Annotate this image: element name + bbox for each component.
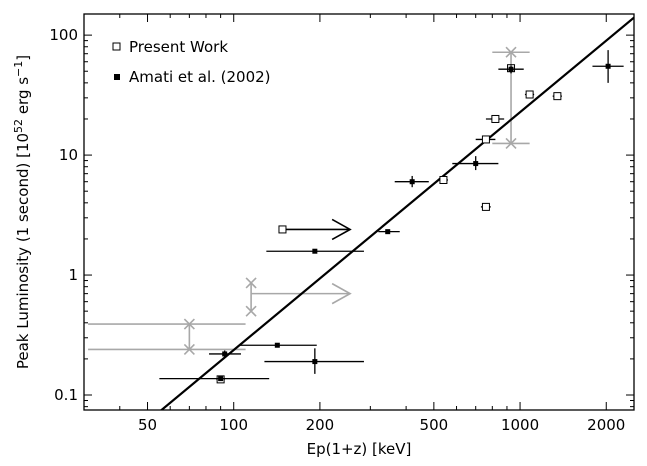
data-points: [159, 50, 624, 384]
point-present-work: [553, 92, 562, 101]
point-present-work: [278, 225, 287, 234]
black-limits: [282, 218, 352, 241]
legend: Present Work Amati et al. (2002): [112, 38, 271, 86]
point-present-work: [481, 135, 490, 144]
legend-marker-filled-square: [114, 74, 120, 80]
point-amati: [409, 179, 415, 185]
y-tick-label: 1: [68, 266, 78, 284]
gray-limit-cross: [245, 305, 257, 317]
axis-ticks: [83, 14, 634, 410]
x-tick-label: 200: [306, 416, 335, 434]
legend-marker-open-square: [112, 42, 121, 51]
x-tick-label: 100: [219, 416, 248, 434]
x-tick-label: 50: [138, 416, 157, 434]
black-limit-arrow-head: [331, 218, 352, 241]
y-tick-label: 10: [59, 146, 78, 164]
legend-entry-present-work: Present Work: [129, 38, 228, 56]
y-tick-label: 100: [49, 26, 78, 44]
point-amati: [385, 229, 391, 235]
plot-frame: [83, 13, 635, 411]
point-amati: [312, 359, 318, 365]
point-amati: [218, 376, 224, 382]
point-present-work: [439, 175, 448, 184]
point-amati: [222, 351, 228, 357]
point-present-work: [481, 202, 490, 211]
x-tick-label: 2000: [587, 416, 625, 434]
gray-limit-cross: [245, 277, 257, 289]
x-tick-label: 1000: [501, 416, 539, 434]
point-present-work: [491, 114, 500, 123]
point-amati: [274, 342, 280, 348]
point-amati: [605, 63, 611, 69]
point-present-work: [525, 90, 534, 99]
tick-labels: 50 100 200 500 1000 2000 0.1 1 10 100: [49, 26, 625, 434]
point-amati: [312, 248, 318, 254]
gray-limits: [88, 46, 530, 355]
y-tick-label: 0.1: [54, 386, 78, 404]
point-amati: [508, 66, 514, 72]
x-axis-label: Ep(1+z) [keV]: [307, 440, 412, 458]
y-axis-label: Peak Luminosity (1 second) [1052 erg s−1…: [12, 55, 32, 369]
point-amati: [473, 161, 479, 167]
legend-entry-amati: Amati et al. (2002): [129, 68, 271, 86]
x-tick-label: 500: [420, 416, 449, 434]
gray-limit-arrow-head: [331, 282, 352, 305]
